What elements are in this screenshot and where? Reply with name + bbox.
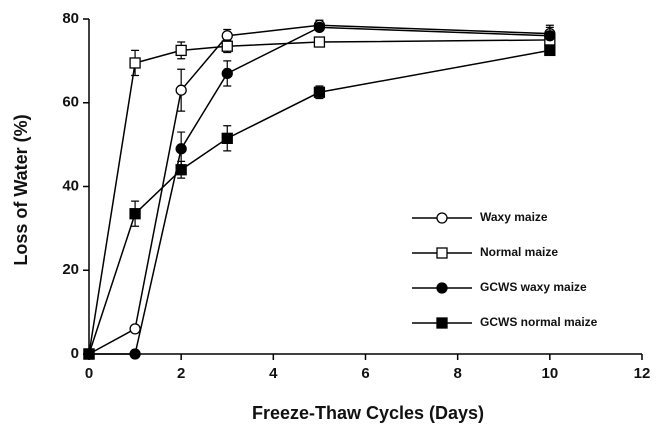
x-tick-label: 4: [269, 365, 278, 382]
legend-marker: [436, 317, 448, 329]
data-point: [221, 30, 233, 42]
data-point: [175, 143, 187, 155]
data-point: [129, 208, 141, 220]
data-point: [221, 40, 233, 52]
legend-marker: [436, 247, 448, 259]
data-point: [83, 348, 95, 360]
x-tick-label: 0: [85, 365, 93, 382]
data-point: [175, 44, 187, 57]
y-tick-label: 60: [62, 94, 79, 111]
y-axis-title: Loss of Water (%): [11, 114, 31, 265]
y-tick-label: 80: [62, 10, 79, 27]
data-point: [129, 57, 141, 69]
y-tick-label: 20: [62, 261, 79, 278]
x-tick-label: 2: [177, 365, 185, 382]
legend-label: GCWS waxy maize: [480, 280, 587, 294]
legend-label: Normal maize: [480, 245, 558, 259]
series-line: [88, 49, 550, 355]
data-point: [313, 21, 326, 34]
data-point: [221, 67, 233, 80]
data-point: [129, 323, 141, 335]
y-tick-label: 0: [71, 345, 79, 362]
legend-label: GCWS normal maize: [480, 315, 598, 329]
x-axis-title: Freeze-Thaw Cycles (Days): [252, 403, 484, 423]
data-point: [221, 132, 233, 144]
x-tick-label: 8: [453, 365, 461, 382]
data-point: [313, 36, 326, 48]
series-line: [88, 24, 550, 355]
data-point: [175, 164, 187, 176]
x-tick-label: 10: [541, 365, 558, 382]
data-point: [544, 44, 556, 57]
x-tick-label: 12: [634, 365, 651, 382]
data-point: [175, 84, 187, 96]
x-tick-label: 6: [361, 365, 369, 382]
data-point: [313, 86, 326, 98]
series-line: [89, 26, 550, 355]
series-line: [88, 39, 550, 355]
y-tick-label: 40: [62, 177, 79, 194]
legend-marker: [436, 212, 448, 224]
legend-marker: [436, 282, 448, 294]
legend-label: Waxy maize: [480, 210, 548, 224]
data-point: [544, 30, 556, 42]
data-point: [129, 348, 141, 360]
